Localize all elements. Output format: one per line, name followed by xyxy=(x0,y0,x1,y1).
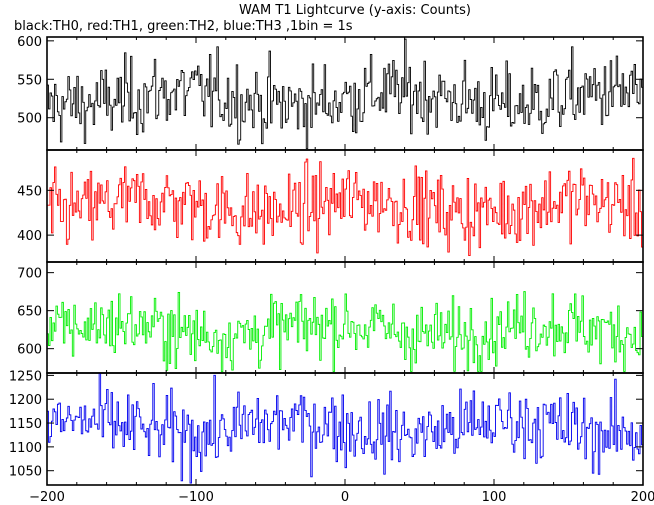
x-tick-label: −200 xyxy=(29,490,65,505)
y-tick-label: 1250 xyxy=(9,369,42,384)
panel-th0: 500 550 600 xyxy=(17,35,644,151)
y-tick-label: 1200 xyxy=(9,393,42,408)
y-tick-label: 1100 xyxy=(9,441,42,456)
panel-th2: 600 650 700 xyxy=(17,261,644,374)
panel-th3: 1050 1100 1150 1200 1250 xyxy=(9,369,644,486)
series-line-th1 xyxy=(46,157,643,256)
x-tick-label: −100 xyxy=(178,490,214,505)
panel-frame xyxy=(46,372,644,486)
y-tick-label: 1150 xyxy=(9,417,42,432)
y-tick-label: 550 xyxy=(17,73,42,88)
chart-title: WAM T1 Lightcurve (y-axis: Counts) xyxy=(239,3,471,18)
x-tick-label: 0 xyxy=(341,490,349,505)
y-tick-label: 400 xyxy=(17,229,42,244)
x-axis: −200 −100 0 100 200 xyxy=(29,490,654,505)
y-tick-label: 450 xyxy=(17,184,42,199)
panel-th1: 400 450 xyxy=(17,149,644,263)
panels: 500 550 600 400 450 600 650 700 1050 1100 1150 1200… xyxy=(9,35,644,486)
y-tick-label: 1050 xyxy=(9,465,42,480)
series-line-th3 xyxy=(46,373,643,484)
y-tick-label: 600 xyxy=(17,35,42,50)
y-tick-label: 650 xyxy=(17,305,42,320)
y-tick-label: 500 xyxy=(17,112,42,127)
series-line-th0 xyxy=(46,38,643,149)
x-tick-label: 200 xyxy=(631,490,654,505)
chart-subtitle: black:TH0, red:TH1, green:TH2, blue:TH3 … xyxy=(14,19,353,34)
y-tick-label: 600 xyxy=(17,343,42,358)
y-tick-label: 700 xyxy=(17,267,42,282)
series-line-th2 xyxy=(46,291,643,372)
x-tick-label: 100 xyxy=(482,490,507,505)
